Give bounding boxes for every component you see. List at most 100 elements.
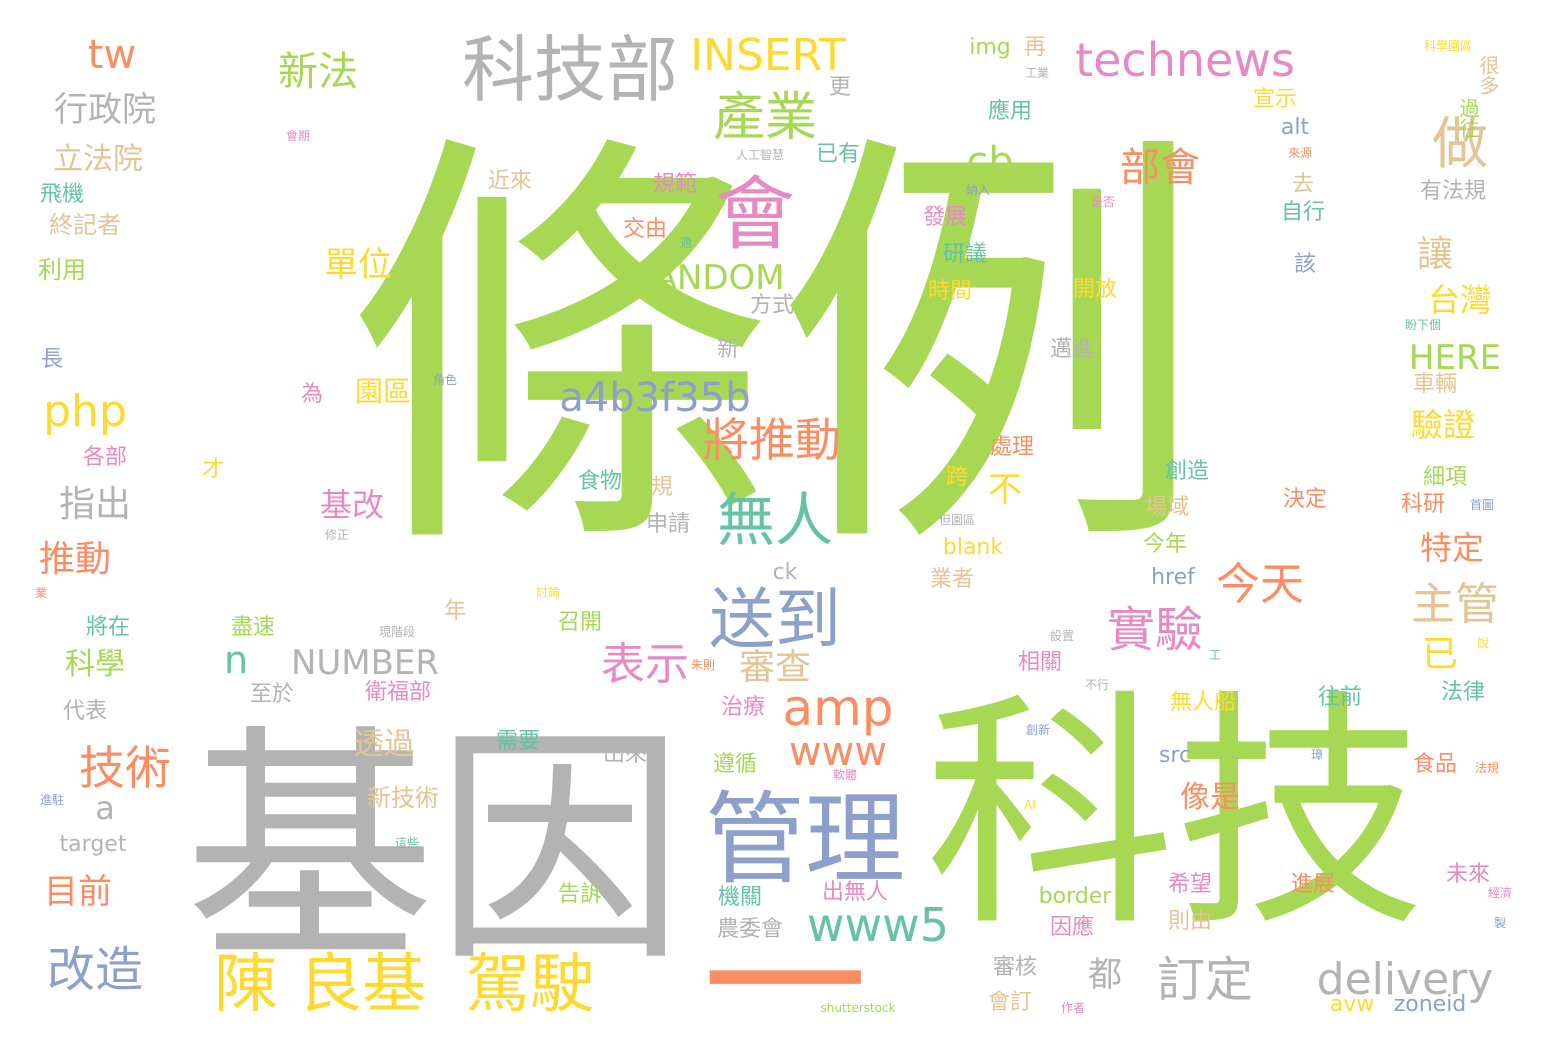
word: 未來	[1445, 862, 1491, 887]
word: 告訴	[557, 882, 603, 907]
word: 研議	[942, 242, 988, 267]
word: 法律	[1440, 680, 1486, 705]
word: technews	[1075, 33, 1295, 87]
word: 一	[702, 888, 868, 1052]
word: INSERT	[690, 30, 846, 81]
word: 送到	[709, 581, 841, 658]
word: src	[1158, 743, 1192, 768]
word: 將在	[85, 615, 131, 640]
word: 各部	[82, 445, 128, 470]
word: 基因	[185, 704, 685, 995]
word: 遵循	[712, 752, 758, 777]
word: 需要	[495, 729, 541, 754]
word: 現階段	[378, 625, 416, 639]
word: 實驗	[1106, 602, 1204, 658]
word: 訂定	[1156, 952, 1254, 1008]
word: 首圖	[1469, 498, 1495, 512]
word: 會訂	[987, 990, 1033, 1015]
word: 科研	[1400, 492, 1446, 517]
word: 才	[201, 457, 225, 482]
word: NUMBER	[290, 643, 440, 683]
word: 進展	[1290, 872, 1336, 897]
word: 無人船	[1169, 690, 1237, 715]
word: 召開	[557, 610, 603, 635]
word: shutterstock	[820, 1001, 896, 1015]
word: 則由	[1167, 909, 1213, 934]
word: 不	[988, 470, 1022, 510]
word: 來源	[1287, 146, 1313, 160]
word: 科技部	[461, 28, 679, 112]
word: 改造	[46, 942, 144, 998]
word: 朱則	[690, 658, 716, 672]
word: n	[223, 638, 249, 682]
word: 更	[828, 75, 852, 100]
word: 相關	[1017, 650, 1063, 675]
word: 發展	[922, 205, 968, 230]
word: 衛福部	[364, 680, 432, 705]
word: 出無人	[821, 880, 889, 905]
word: 角色	[432, 373, 458, 387]
word: 讓	[1416, 234, 1454, 275]
word: 科學園區	[1423, 39, 1473, 53]
word: 但園區	[938, 513, 976, 527]
word: 今年	[1142, 532, 1188, 557]
word: 申請	[645, 512, 691, 537]
word: AI	[1024, 798, 1036, 812]
word: 將推動	[703, 413, 841, 467]
word: 新	[716, 337, 740, 362]
word: 開放	[1072, 277, 1118, 302]
word: 推動	[38, 539, 112, 580]
word: 去	[1291, 172, 1315, 197]
word: 璋	[1310, 748, 1324, 762]
word: 細項	[1422, 465, 1468, 490]
word: 表示	[601, 639, 689, 690]
word: 今天	[1216, 559, 1304, 610]
word: amp	[782, 679, 894, 737]
word: www5	[806, 898, 950, 952]
word: 自行	[1280, 200, 1326, 225]
word: 盡速	[230, 615, 276, 640]
word: 應用	[987, 99, 1033, 124]
word: 方式	[749, 293, 795, 318]
word: 像是	[1180, 780, 1240, 815]
word: 不行	[1084, 678, 1110, 692]
word: 規範	[652, 172, 698, 197]
word: 農委會	[716, 917, 784, 942]
word: ck	[772, 560, 798, 585]
word: 該	[1293, 252, 1317, 277]
word: 立法院	[53, 142, 143, 177]
word: 場域	[1144, 495, 1190, 520]
word: tw	[87, 32, 137, 78]
word: 長	[40, 347, 64, 372]
word: avw	[1329, 992, 1375, 1017]
word: 主管	[1411, 579, 1499, 630]
word: 審查	[738, 647, 812, 688]
word: blank	[942, 535, 1004, 560]
word: 條例	[346, 102, 1206, 602]
word: 是否	[1090, 195, 1116, 209]
word: 這些	[394, 836, 420, 850]
word: target	[59, 832, 127, 857]
word: 園區	[354, 375, 412, 408]
word: 利用	[38, 256, 86, 284]
word: delivery	[1316, 954, 1494, 1005]
word: 透過	[354, 727, 414, 762]
word: 納入	[965, 183, 991, 197]
word: 業者	[929, 567, 975, 592]
word: 都	[1088, 955, 1122, 995]
word: 規	[650, 475, 674, 500]
word: 產業	[712, 88, 818, 148]
word: 飛機	[39, 182, 85, 207]
word: 新技術	[367, 784, 439, 812]
word: 處理	[989, 435, 1035, 460]
word: img	[969, 35, 1011, 60]
word: 行政院	[54, 90, 156, 130]
word: 軟體	[832, 768, 858, 782]
word: cb	[966, 139, 1014, 185]
word: 法規	[1474, 761, 1500, 775]
word: 審核	[992, 955, 1038, 980]
word: 交由	[622, 217, 668, 242]
word: 邁進	[1049, 337, 1095, 362]
word: 基改	[319, 486, 385, 524]
